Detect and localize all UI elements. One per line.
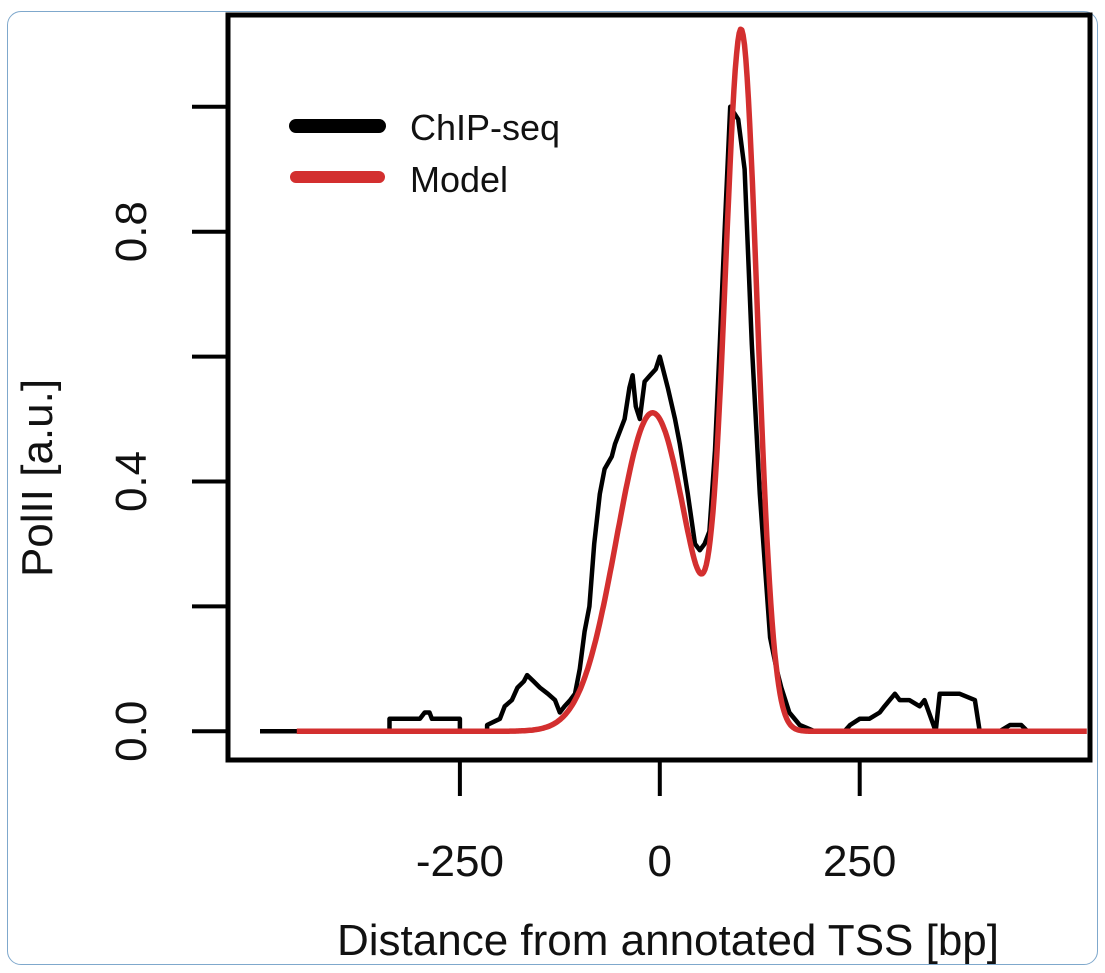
y-axis-title: PolII [a.u.] <box>13 379 62 577</box>
y-tick-label: 0.4 <box>107 451 156 512</box>
x-axis: -250 0 250 <box>416 760 896 886</box>
y-axis: 0.0 0.4 0.8 <box>107 104 228 762</box>
legend-label-chipseq: ChIP-seq <box>410 107 560 148</box>
figure-frame <box>7 11 1098 965</box>
x-tick-label: 250 <box>823 837 896 886</box>
x-tick-label: 0 <box>648 837 672 886</box>
x-axis-title: Distance from annotated TSS [bp] <box>337 916 999 965</box>
legend: ChIP-seq Model <box>289 107 560 200</box>
x-tick-label: -250 <box>416 837 504 886</box>
plot-area <box>260 26 1089 735</box>
series-line-chipseq <box>260 104 1030 734</box>
y-tick-label: 0.0 <box>107 701 156 762</box>
legend-label-model: Model <box>410 159 508 200</box>
y-tick-label: 0.8 <box>107 201 156 262</box>
series-line-model <box>295 26 1089 735</box>
